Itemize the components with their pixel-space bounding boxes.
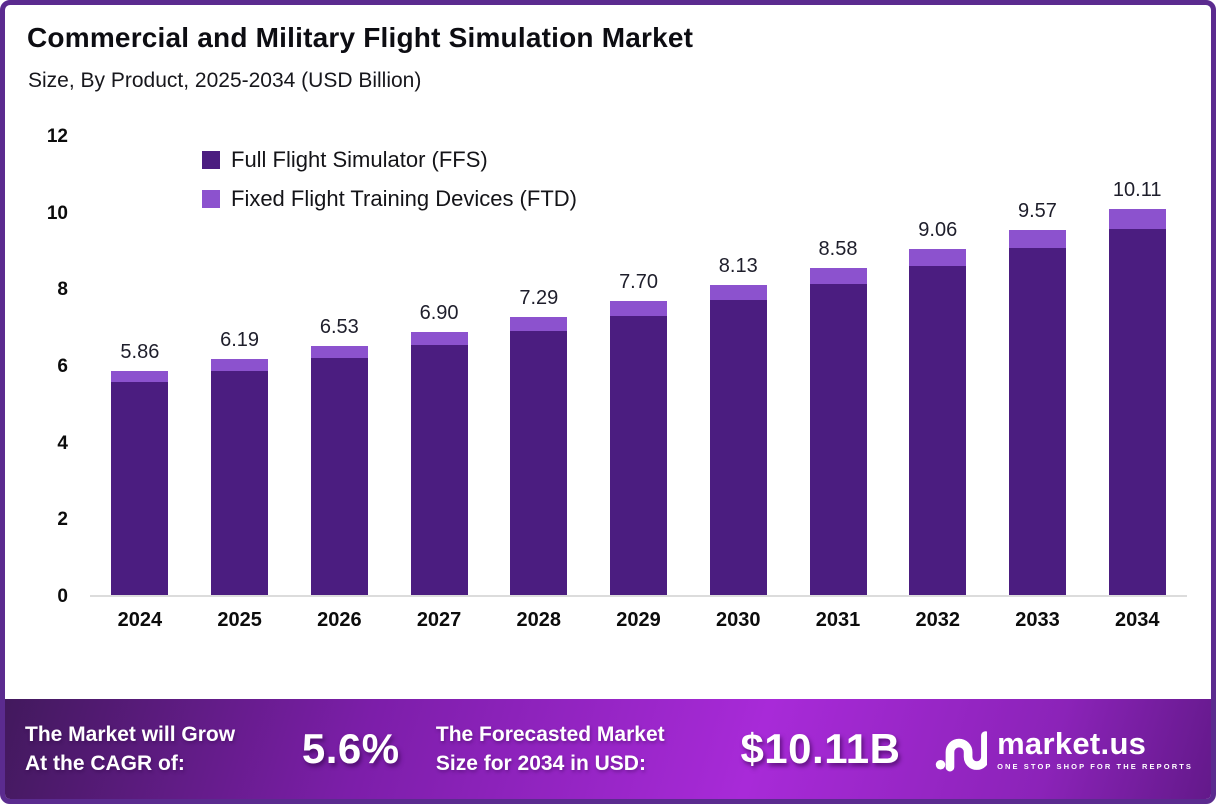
bar-segment-2033-ffs bbox=[1008, 248, 1066, 595]
bar-segment-2025-ffs bbox=[211, 370, 269, 595]
bar-segment-2027-ftd bbox=[410, 331, 468, 346]
bar-segment-2031-ffs bbox=[809, 283, 867, 595]
y-tick-label-0: 0 bbox=[57, 586, 68, 607]
marketus-logo-icon bbox=[935, 720, 988, 778]
cagr-value: 5.6% bbox=[301, 725, 400, 772]
bar-group-2030: 8.13 bbox=[688, 137, 788, 595]
bar-group-2029: 7.70 bbox=[589, 137, 689, 595]
legend-label: Full Flight Simulator (FFS) bbox=[231, 147, 488, 172]
bar-segment-2027-ffs bbox=[410, 345, 468, 595]
bar-segment-2033-ftd bbox=[1008, 229, 1066, 249]
bar-segment-2034-ftd bbox=[1108, 209, 1166, 229]
bar-total-label-2029: 7.70 bbox=[619, 271, 658, 294]
bar-total-label-2026: 6.53 bbox=[319, 315, 359, 338]
x-tick-label-2032: 2032 bbox=[915, 609, 960, 631]
legend-item-ftd: Fixed Flight Training Devices (FTD) bbox=[202, 186, 577, 212]
bar-segment-2032-ffs bbox=[909, 266, 967, 595]
plot-area: Full Flight Simulator (FFS) Fixed Flight … bbox=[90, 137, 1187, 597]
y-axis: 0 2 4 6 8 10 12 bbox=[28, 126, 78, 607]
bar-segment-2030-ftd bbox=[709, 284, 767, 301]
bar-segment-2025-ftd bbox=[211, 358, 269, 371]
bar-group-2025: 6.19 bbox=[190, 137, 290, 595]
bar-group-2027: 6.90 bbox=[389, 137, 489, 595]
bar-group-2032: 9.06 bbox=[888, 137, 988, 595]
marketus-logo: market.us ONE STOP SHOP FOR THE REPORTS bbox=[935, 720, 1193, 778]
bar-segment-2029-ftd bbox=[610, 301, 668, 317]
legend-label: Fixed Flight Training Devices (FTD) bbox=[231, 186, 577, 211]
x-tick-label-2031: 2031 bbox=[815, 609, 861, 631]
bar-group-2026: 6.53 bbox=[289, 137, 389, 595]
chart-legend: Full Flight Simulator (FFS) Fixed Flight … bbox=[202, 147, 577, 212]
y-tick-label-4: 4 bbox=[57, 432, 68, 454]
bar-total-label-2024: 5.86 bbox=[120, 341, 160, 364]
forecast-label-line1: The Forecasted Market bbox=[435, 722, 665, 746]
chart: 0 2 4 6 8 10 12 Full Flight Simulator (FFS) Fix… bbox=[47, 126, 1187, 607]
bar-total-label-2031: 8.58 bbox=[818, 237, 858, 260]
y-tick-label-8: 8 bbox=[57, 279, 68, 301]
bar-total-label-2025: 6.19 bbox=[220, 328, 260, 351]
footer-banner: The Market will Grow At the CAGR of: 5.6… bbox=[5, 699, 1211, 799]
x-axis: 2024 2025 2026 2027 2028 2029 2030 2031 2032 2033… bbox=[90, 609, 1187, 632]
x-tick-label-2025: 2025 bbox=[217, 609, 262, 631]
forecast-label-line2: Size for 2034 in USD: bbox=[435, 752, 646, 775]
cagr-label: The Market will Grow At the CAGR of: bbox=[25, 720, 302, 779]
bar-segment-2029-ffs bbox=[610, 316, 668, 595]
bar-segment-2034-ffs bbox=[1108, 228, 1166, 595]
forecast-value: $10.11B bbox=[740, 725, 901, 772]
x-tick-label-2024: 2024 bbox=[117, 609, 163, 631]
x-tick-label-2030: 2030 bbox=[716, 609, 761, 631]
legend-item-ffs: Full Flight Simulator (FFS) bbox=[202, 147, 577, 173]
bar-total-label-2034: 10.11 bbox=[1112, 179, 1162, 202]
bar-segment-2028-ftd bbox=[510, 316, 568, 331]
bar-segment-2028-ffs bbox=[510, 330, 568, 595]
y-tick-label-6: 6 bbox=[57, 356, 68, 377]
x-tick-label-2027: 2027 bbox=[416, 609, 462, 631]
bar-segment-2026-ftd bbox=[310, 345, 368, 359]
x-tick-label-2028: 2028 bbox=[516, 609, 562, 631]
page-subtitle: Size, By Product, 2025-2034 (USD Billion… bbox=[28, 69, 422, 92]
bar-segment-2031-ftd bbox=[809, 267, 867, 284]
bar-group-2028: 7.29 bbox=[489, 137, 589, 595]
bar-group-2031: 8.58 bbox=[788, 137, 888, 595]
x-tick-label-2033: 2033 bbox=[1015, 609, 1060, 631]
logo-name: market.us bbox=[997, 725, 1147, 761]
bar-total-label-2027: 6.90 bbox=[419, 301, 459, 324]
page-title: Commercial and Military Flight Simulatio… bbox=[27, 22, 694, 53]
bar-group-2034: 10.11 bbox=[1087, 137, 1187, 595]
bar-total-label-2030: 8.13 bbox=[718, 254, 758, 277]
x-tick-label-2034: 2034 bbox=[1114, 609, 1160, 631]
y-tick-label-10: 10 bbox=[46, 202, 68, 224]
bar-segment-2024-ftd bbox=[111, 371, 169, 383]
bar-segment-2026-ffs bbox=[310, 358, 368, 595]
cagr-label-line1: The Market will Grow bbox=[25, 722, 236, 746]
legend-swatch-icon bbox=[202, 190, 220, 208]
bar-segment-2024-ffs bbox=[111, 382, 169, 595]
bar-total-label-2033: 9.57 bbox=[1018, 199, 1057, 222]
logo-tagline: ONE STOP SHOP FOR THE REPORTS bbox=[997, 761, 1193, 771]
cagr-label-line2: At the CAGR of: bbox=[25, 752, 185, 775]
logo-text: market.us ONE STOP SHOP FOR THE REPORTS bbox=[997, 728, 1193, 771]
y-tick-label-12: 12 bbox=[46, 126, 68, 147]
bar-segment-2032-ftd bbox=[909, 249, 967, 267]
bar-group-2033: 9.57 bbox=[988, 137, 1088, 595]
bar-total-label-2032: 9.06 bbox=[918, 219, 958, 242]
bar-group-2024: 5.86 bbox=[90, 137, 190, 595]
bar-total-label-2028: 7.29 bbox=[519, 286, 559, 309]
legend-swatch-icon bbox=[202, 151, 220, 169]
x-tick-label-2026: 2026 bbox=[317, 609, 362, 631]
bar-segment-2030-ffs bbox=[709, 300, 767, 595]
forecast-label: The Forecasted Market Size for 2034 in U… bbox=[436, 720, 741, 779]
x-tick-label-2029: 2029 bbox=[616, 609, 661, 631]
y-tick-label-2: 2 bbox=[57, 509, 68, 531]
